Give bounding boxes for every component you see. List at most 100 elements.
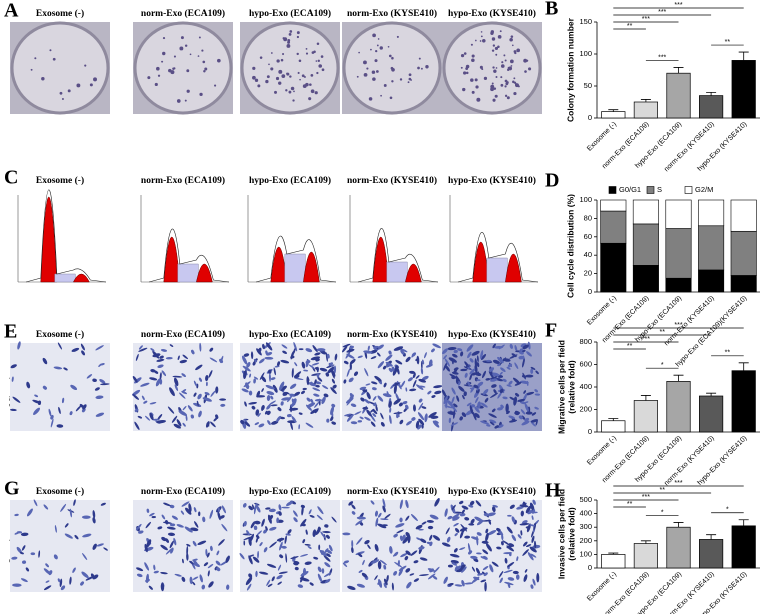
cell	[159, 372, 162, 380]
image-title: Exosome (-)	[36, 329, 84, 340]
cell	[464, 535, 471, 539]
cell	[276, 415, 282, 422]
cell	[509, 343, 514, 349]
cell	[244, 421, 251, 427]
cell	[382, 365, 387, 370]
cell	[21, 560, 27, 564]
cell	[412, 372, 416, 379]
colony	[465, 71, 469, 75]
g2-peak	[505, 254, 522, 283]
cell	[313, 393, 320, 397]
cell	[20, 578, 28, 583]
cell	[166, 526, 176, 530]
colony	[491, 37, 496, 41]
significance-label: ***	[642, 494, 650, 501]
colony	[198, 36, 201, 39]
cell	[380, 421, 385, 427]
cell	[492, 343, 496, 349]
cell	[217, 511, 221, 521]
cell	[317, 376, 323, 382]
colony	[252, 75, 256, 80]
cell	[491, 372, 500, 377]
cell	[396, 529, 404, 534]
cell	[263, 547, 268, 553]
cell	[300, 523, 306, 527]
colony	[500, 64, 505, 68]
cell	[155, 378, 161, 387]
cell	[433, 566, 440, 574]
cell	[281, 506, 290, 509]
cell	[268, 369, 272, 374]
colony	[475, 85, 479, 89]
cell	[427, 525, 434, 530]
colony	[275, 76, 280, 81]
cell	[157, 364, 164, 368]
cell	[452, 353, 458, 358]
cell	[454, 584, 463, 587]
cell	[71, 347, 80, 352]
cell	[383, 564, 387, 570]
cell	[464, 582, 474, 585]
cell	[364, 416, 371, 421]
cell	[441, 389, 447, 397]
colony	[508, 66, 513, 71]
cell	[501, 541, 504, 546]
cell	[476, 519, 484, 526]
cell	[410, 513, 418, 522]
colony	[356, 75, 359, 78]
cell	[178, 410, 188, 416]
cell	[33, 499, 38, 507]
cell	[255, 409, 260, 416]
cell	[482, 388, 489, 395]
cell	[138, 345, 143, 350]
cell	[388, 350, 392, 355]
colony	[490, 87, 494, 92]
cell	[64, 533, 73, 539]
cell	[392, 382, 401, 386]
colony	[379, 46, 383, 50]
colony	[366, 67, 369, 70]
cell	[250, 351, 254, 360]
cell	[160, 544, 168, 551]
bar	[731, 370, 756, 433]
cell	[149, 402, 157, 405]
legend-swatch	[646, 186, 655, 194]
cell	[306, 397, 311, 402]
legend-label: G2/M	[695, 185, 713, 194]
cell	[256, 505, 261, 513]
cell	[306, 376, 310, 386]
cell	[291, 367, 294, 378]
bar-segment	[698, 269, 725, 293]
bar-segment	[600, 210, 627, 244]
cell	[300, 574, 304, 583]
cell	[474, 364, 478, 373]
cell	[506, 410, 510, 415]
colony	[296, 31, 300, 35]
cell	[491, 561, 499, 567]
bar	[601, 111, 626, 119]
colony	[510, 59, 514, 64]
cell	[34, 394, 39, 398]
image	[240, 341, 340, 431]
cell	[11, 556, 18, 560]
cell	[362, 559, 365, 566]
image	[240, 21, 340, 115]
colony	[504, 94, 508, 97]
cell	[174, 384, 179, 392]
cell	[476, 532, 482, 536]
cell	[402, 400, 408, 405]
cell	[530, 584, 534, 589]
cell	[302, 387, 307, 391]
cell	[308, 382, 317, 387]
colony	[321, 68, 325, 72]
colony	[252, 66, 256, 70]
cell	[286, 414, 292, 418]
cell	[199, 342, 202, 352]
cell	[94, 387, 100, 391]
cell	[261, 388, 264, 393]
cell	[245, 576, 253, 586]
cell	[290, 421, 293, 431]
cell	[498, 344, 505, 350]
cell	[445, 527, 450, 535]
